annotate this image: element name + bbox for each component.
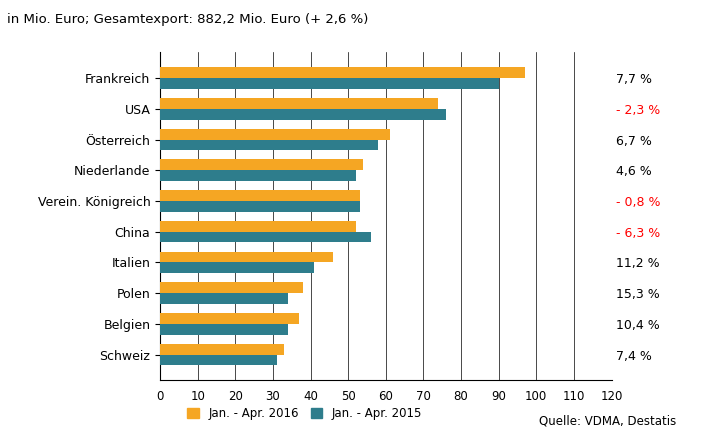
- Bar: [160, 221, 356, 232]
- Bar: [160, 282, 303, 293]
- Bar: [160, 252, 333, 262]
- Bar: [160, 293, 288, 304]
- Bar: [160, 129, 389, 139]
- Bar: [160, 344, 284, 354]
- Bar: [160, 313, 299, 324]
- Bar: [160, 67, 525, 78]
- Bar: [160, 354, 277, 365]
- Bar: [160, 160, 363, 170]
- Text: Quelle: VDMA, Destatis: Quelle: VDMA, Destatis: [539, 414, 676, 427]
- Bar: [160, 78, 499, 89]
- Legend: Jan. - Apr. 2016, Jan. - Apr. 2015: Jan. - Apr. 2016, Jan. - Apr. 2015: [187, 407, 422, 420]
- Bar: [160, 232, 371, 243]
- Text: in Mio. Euro; Gesamtexport: 882,2 Mio. Euro (+ 2,6 %): in Mio. Euro; Gesamtexport: 882,2 Mio. E…: [7, 13, 368, 26]
- Bar: [160, 324, 288, 335]
- Bar: [160, 98, 438, 109]
- Bar: [160, 190, 360, 201]
- Bar: [160, 139, 379, 150]
- Bar: [160, 170, 356, 181]
- Bar: [160, 201, 360, 212]
- Bar: [160, 109, 446, 120]
- Bar: [160, 262, 314, 273]
